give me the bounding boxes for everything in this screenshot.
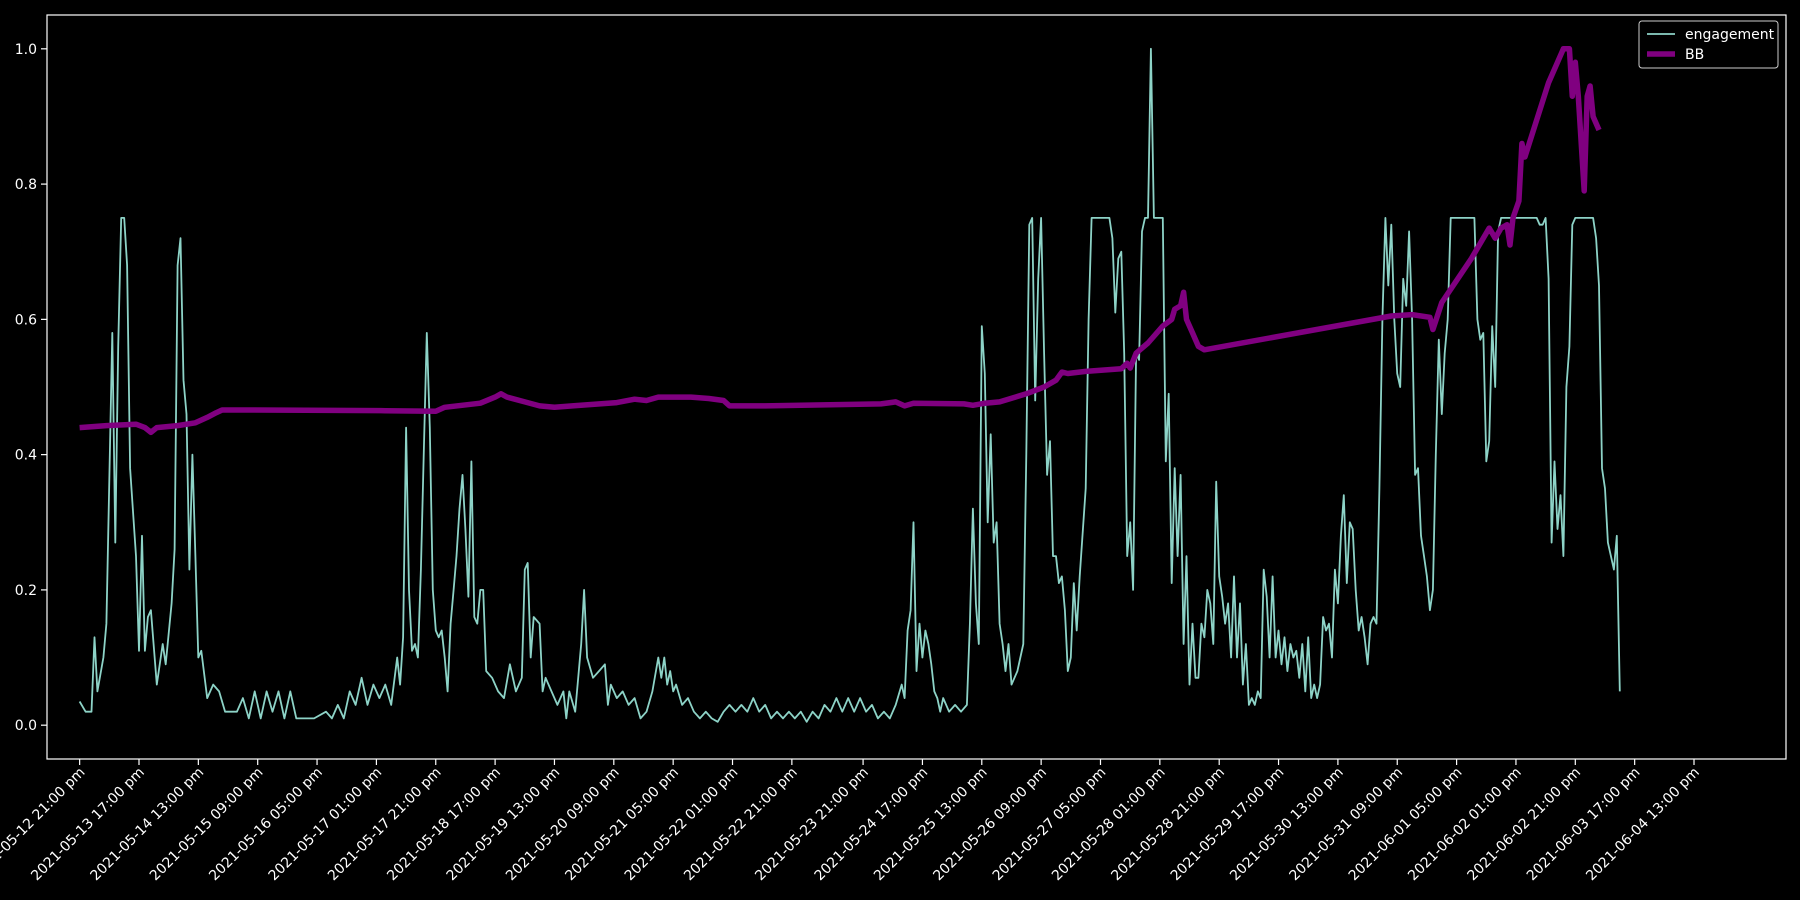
plot-area [78,46,1621,723]
axes-frame [46,14,1787,760]
series-line-engagement [78,47,1621,723]
y-tick-label: 0.0 [15,718,37,734]
y-tick-label: 0.2 [15,583,37,599]
legend: engagement BB [1638,20,1779,69]
y-tick-label: 0.8 [15,177,37,193]
y-tick-label: 0.6 [15,312,37,328]
y-tick-label: 1.0 [15,42,37,58]
y-tick-label: 0.4 [15,448,37,464]
legend-label-engagement: engagement [1685,27,1775,43]
series-line-bb [79,46,1602,436]
legend-label-bb: BB [1685,47,1704,63]
